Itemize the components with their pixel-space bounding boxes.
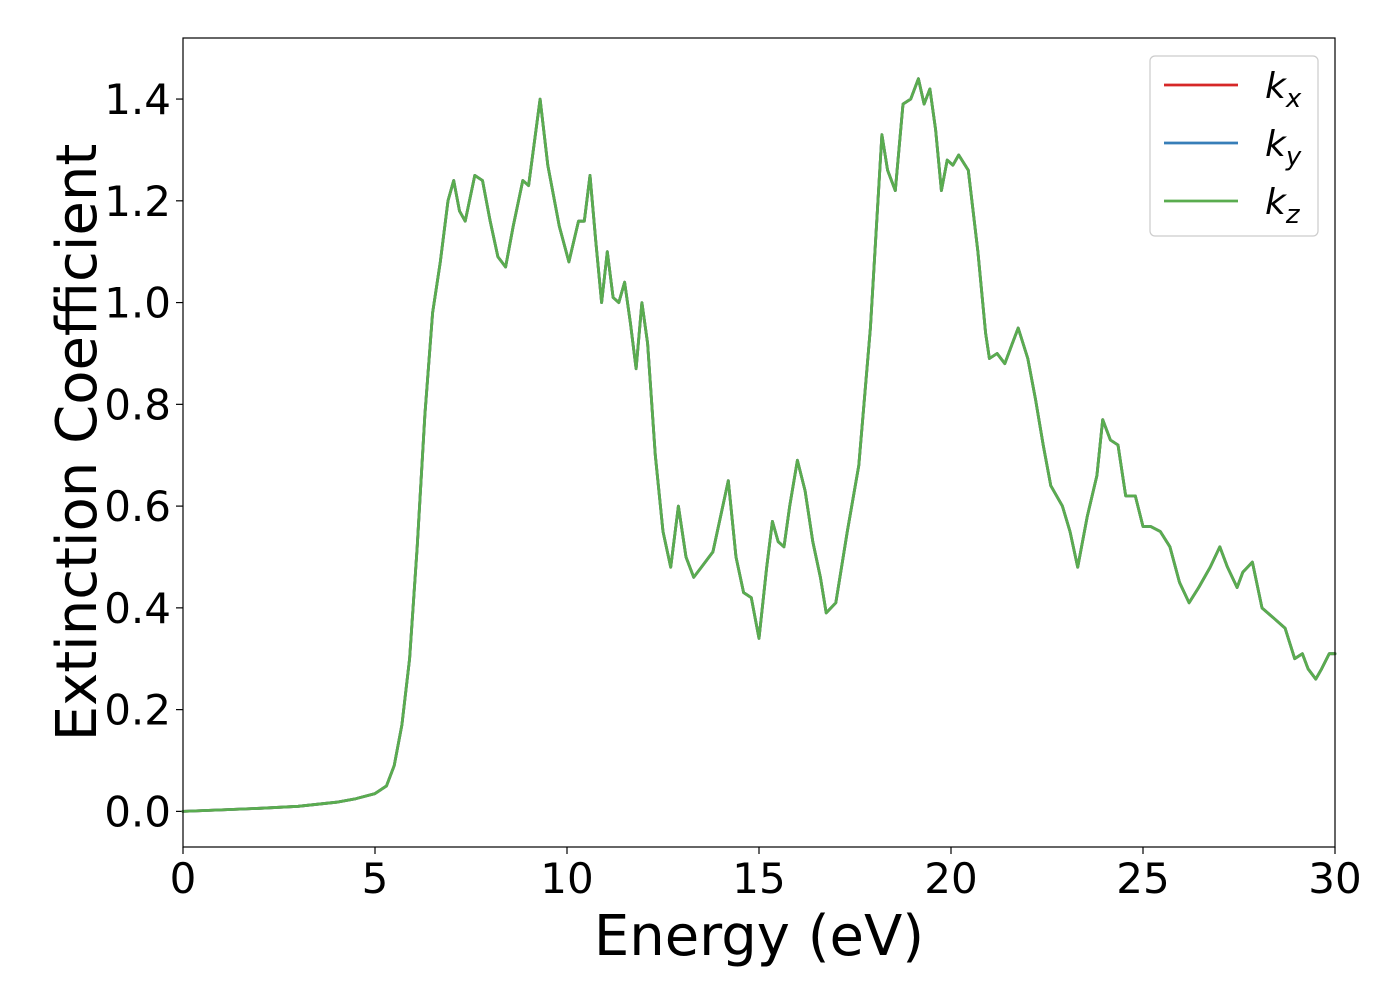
x-tick-label: 20 bbox=[924, 854, 977, 903]
x-tick-label: 25 bbox=[1116, 854, 1169, 903]
y-tick-label: 1.0 bbox=[104, 279, 171, 328]
x-tick-label: 30 bbox=[1308, 854, 1361, 903]
x-tick-label: 15 bbox=[732, 854, 785, 903]
legend-label: kx bbox=[1265, 66, 1302, 114]
legend-box bbox=[1149, 55, 1319, 237]
x-axis-label: Energy (eV) bbox=[594, 904, 924, 969]
y-tick-label: 1.4 bbox=[104, 75, 171, 124]
y-axis-label: Extinction Coefficient bbox=[45, 144, 110, 742]
legend-label: ky bbox=[1265, 124, 1302, 172]
y-tick-label: 0.2 bbox=[104, 686, 171, 735]
plot-series bbox=[181, 77, 1337, 813]
x-tick-label: 5 bbox=[362, 854, 389, 903]
series-line-kz bbox=[181, 77, 1337, 813]
y-tick-label: 1.2 bbox=[104, 177, 171, 226]
y-tick-label: 0.6 bbox=[104, 482, 171, 531]
x-tick-label: 0 bbox=[170, 854, 197, 903]
y-tick-label: 0.4 bbox=[104, 584, 171, 633]
y-tick-label: 0.8 bbox=[104, 380, 171, 429]
axes: 0 5 10 15 20 25 30 0.0 0.2 0.4 0.6 0.8 1.0 1.2 1.4 bbox=[104, 75, 1362, 903]
y-tick-label: 0.0 bbox=[104, 787, 171, 836]
x-tick-label: 10 bbox=[540, 854, 593, 903]
plot-frame bbox=[182, 37, 1336, 848]
